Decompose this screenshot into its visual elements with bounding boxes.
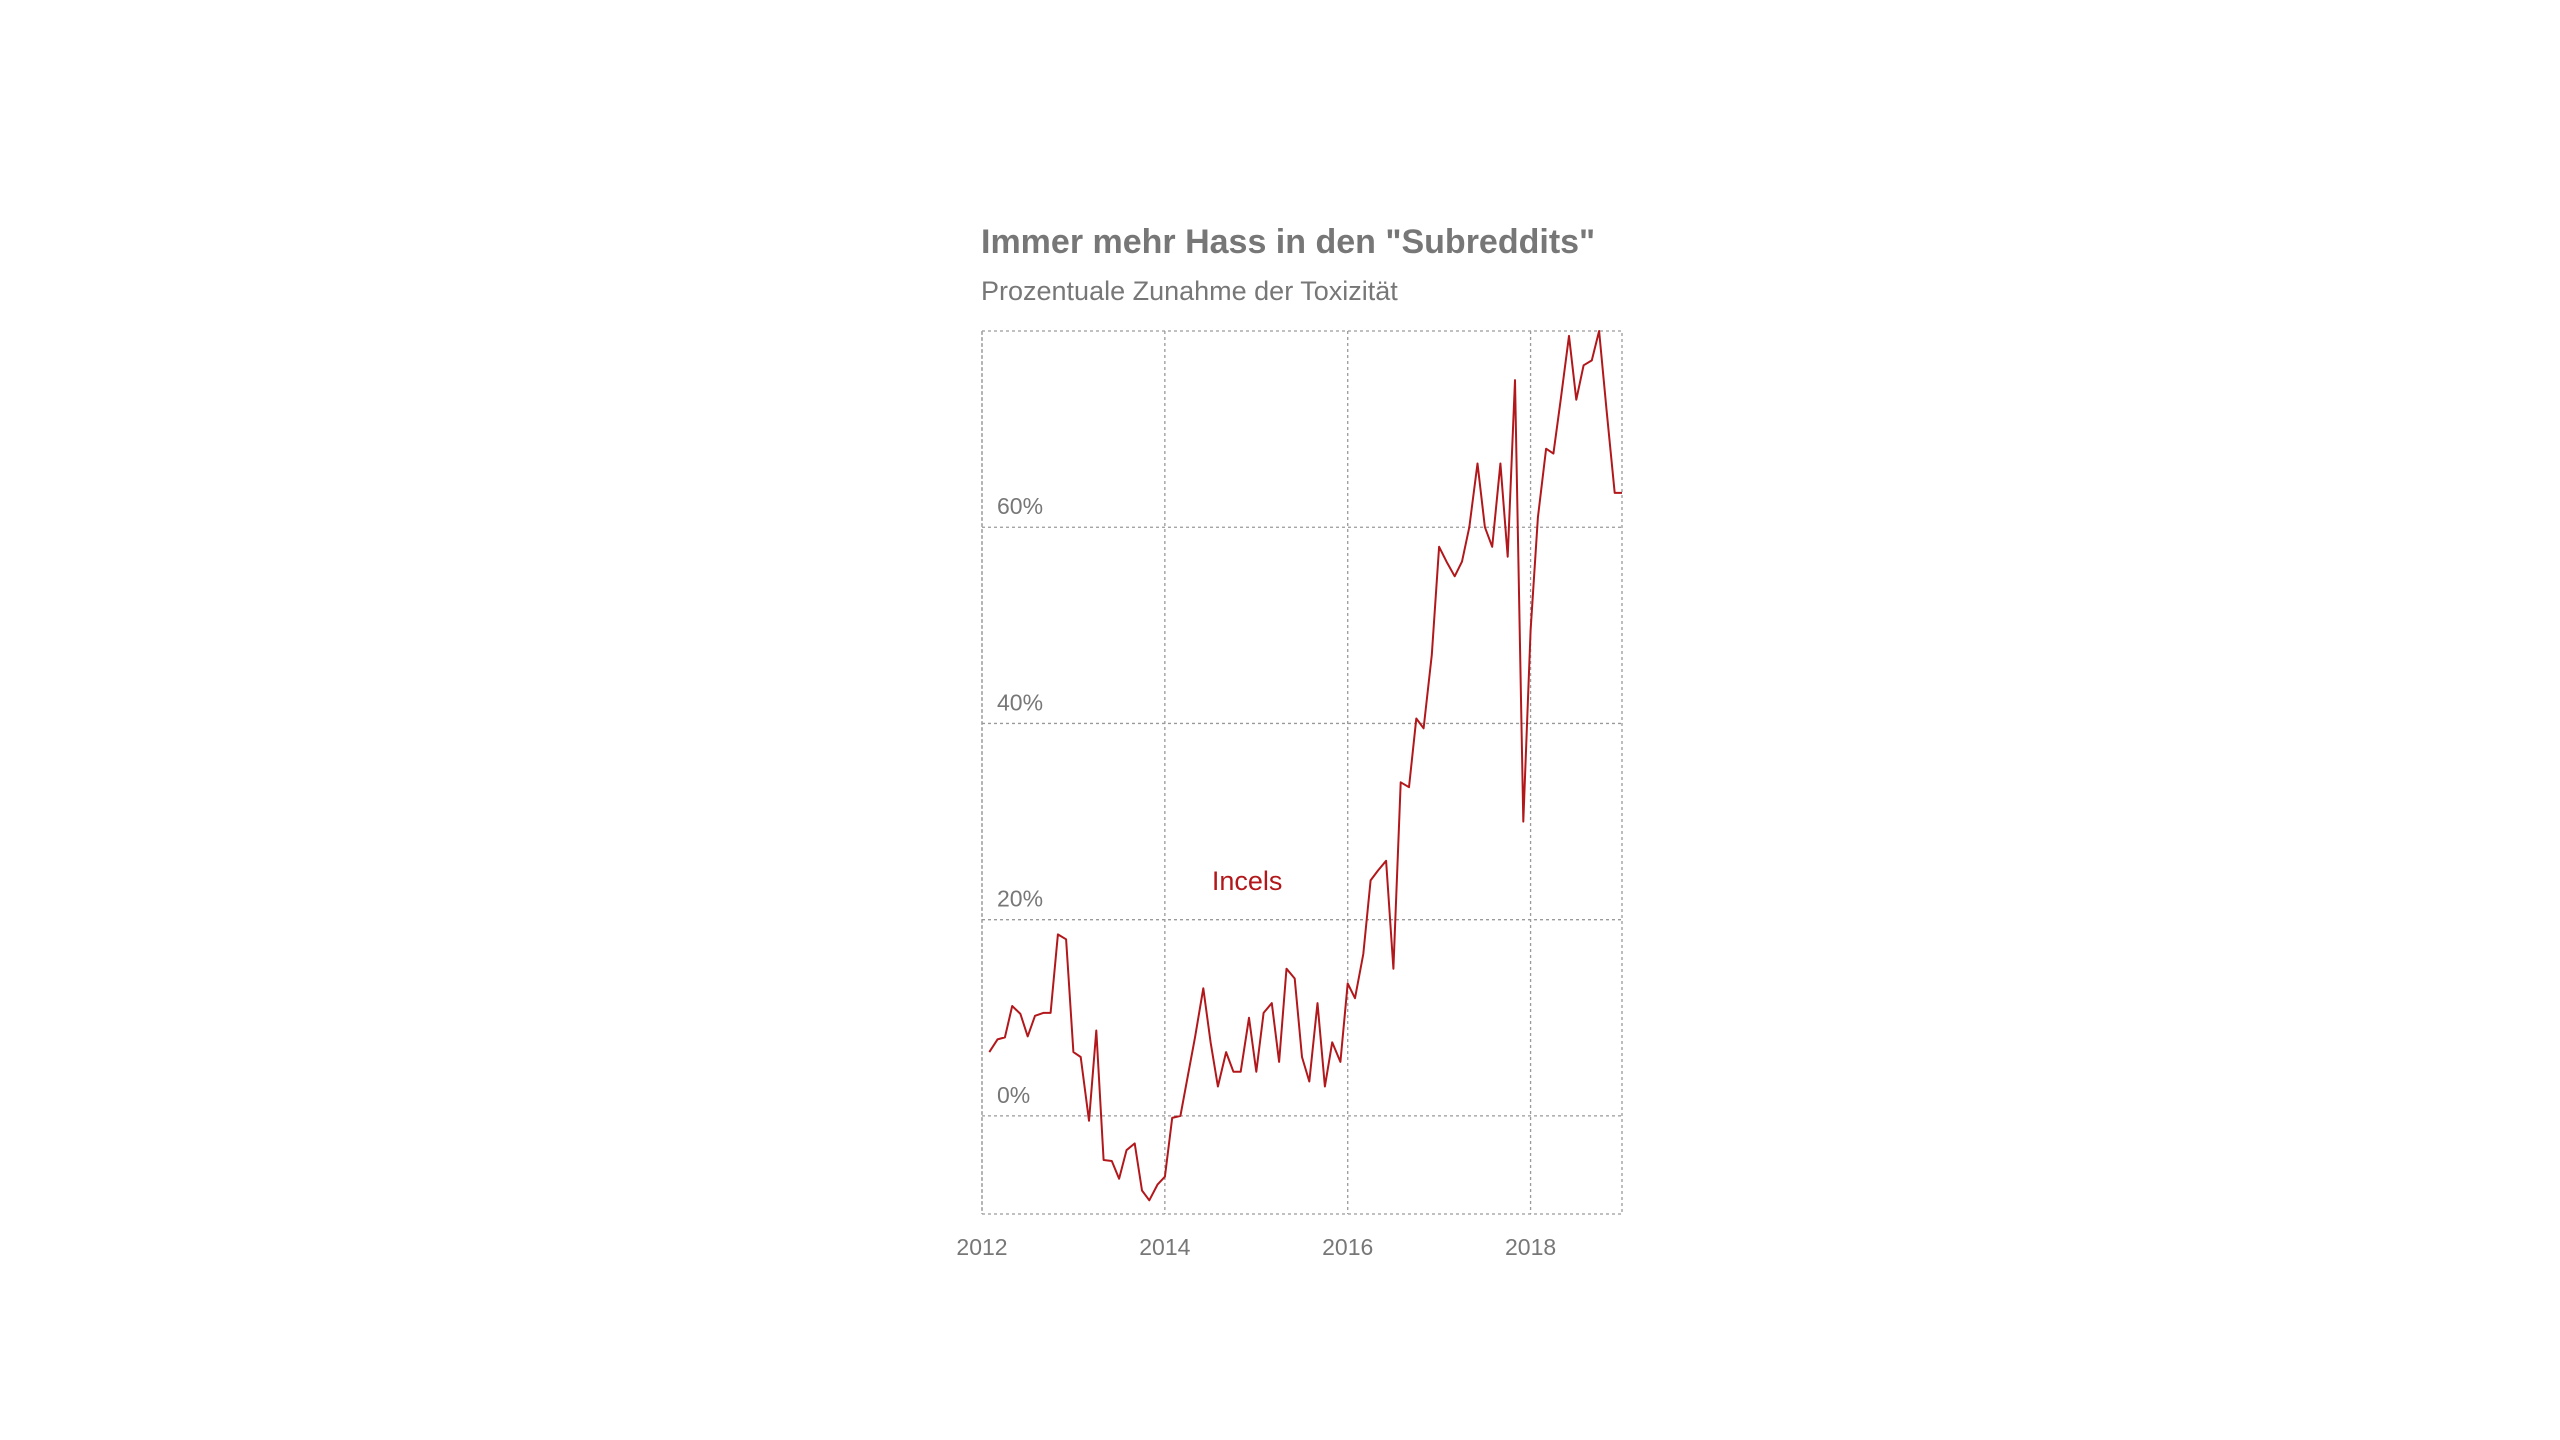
x-tick-label: 2014 [1139,1234,1190,1260]
series-line-incels [988,330,1622,1202]
plot-frame [981,330,1623,1215]
x-tick-label: 2012 [956,1234,1007,1260]
grid-layer [981,330,1623,1215]
series-layer [988,330,1622,1202]
x-tick-label: 2018 [1505,1234,1556,1260]
y-tick-label: 40% [997,689,1043,715]
y-tick-label: 20% [997,886,1043,912]
series-label-incels: Incels [1212,866,1283,896]
y-tick-label: 0% [997,1082,1030,1108]
x-tick-label: 2016 [1322,1234,1373,1260]
chart-subtitle: Prozentuale Zunahme der Toxizität [981,276,1398,306]
label-layer: Incels [1212,866,1283,896]
axis-layer: 2012 2014 2016 2018 0% 20% 40% 60% [956,493,1556,1260]
y-tick-label: 60% [997,493,1043,519]
chart-title: Immer mehr Hass in den "Subreddits" [981,223,1596,261]
